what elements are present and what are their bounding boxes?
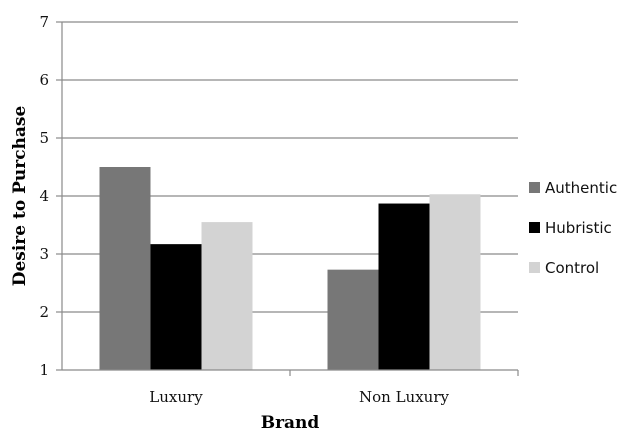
- y-tick-label: 6: [39, 71, 49, 89]
- y-axis-ticks: 1 2 3 4 5 6 7: [39, 13, 62, 379]
- x-axis-ticks: Luxury Non Luxury: [149, 370, 519, 406]
- y-tick-label: 3: [39, 245, 49, 263]
- bar-authentic-non-luxury: [327, 269, 379, 370]
- legend-label-authentic: Authentic: [545, 179, 617, 197]
- legend-label-control: Control: [545, 259, 599, 277]
- y-tick-label: 4: [39, 187, 49, 205]
- bar-authentic-luxury: [99, 167, 151, 370]
- bars: [99, 167, 481, 370]
- legend-label-hubristic: Hubristic: [545, 219, 612, 237]
- x-axis-title: Brand: [261, 413, 320, 432]
- y-tick-label: 7: [39, 13, 49, 31]
- y-tick-label: 2: [39, 303, 49, 321]
- legend-swatch-control: [529, 262, 540, 273]
- y-axis-title: Desire to Purchase: [10, 106, 30, 287]
- y-tick-label: 5: [39, 129, 49, 147]
- legend-swatch-hubristic: [529, 222, 540, 233]
- bar-hubristic-non-luxury: [378, 203, 430, 370]
- legend-swatch-authentic: [529, 182, 540, 193]
- bar-hubristic-luxury: [150, 244, 202, 370]
- x-tick-label: Luxury: [149, 388, 203, 406]
- x-tick-label: Non Luxury: [359, 388, 449, 406]
- y-tick-label: 1: [39, 361, 49, 379]
- legend: Authentic Hubristic Control: [529, 179, 617, 277]
- bar-control-luxury: [201, 222, 253, 370]
- bar-control-non-luxury: [429, 194, 481, 370]
